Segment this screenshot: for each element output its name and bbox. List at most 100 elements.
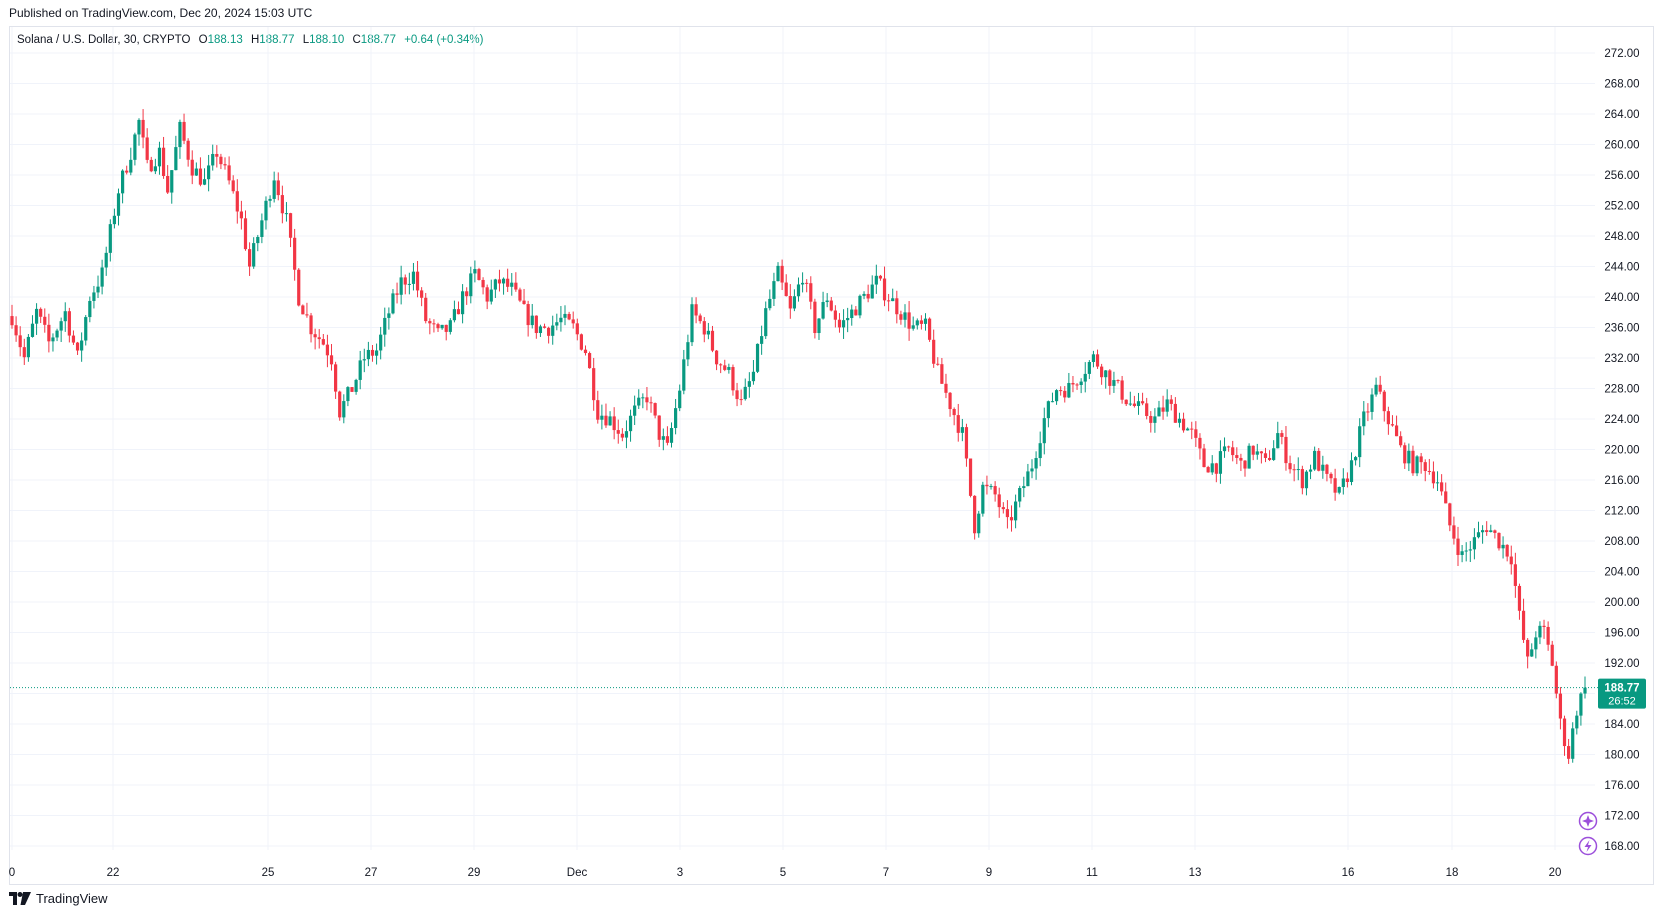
candle-body — [374, 350, 379, 356]
candle-body — [788, 296, 792, 309]
candle-body — [1554, 665, 1558, 694]
candle-body — [997, 494, 1001, 508]
candle-body — [1526, 639, 1530, 657]
candle-body — [227, 165, 231, 181]
tradingview-logo[interactable]: TradingView — [9, 891, 108, 906]
candle-body — [202, 179, 207, 185]
candle-body — [739, 399, 743, 401]
candle-body — [899, 314, 903, 320]
candle-body — [616, 430, 620, 434]
candle-body — [309, 315, 313, 335]
y-tick-label: 192.00 — [1604, 658, 1639, 670]
candle-body — [235, 191, 239, 212]
candle-body — [948, 392, 952, 410]
candle-body — [272, 180, 276, 199]
candle-body — [1046, 401, 1050, 419]
candle-body — [1386, 411, 1390, 425]
candle-body — [600, 415, 604, 420]
candle-body — [817, 318, 821, 334]
candle-body — [1108, 370, 1112, 386]
candle-body — [387, 313, 391, 318]
candle-body — [1124, 399, 1128, 405]
candle-body — [1415, 456, 1419, 474]
candle-body — [403, 277, 407, 285]
candle-body — [698, 315, 702, 322]
candle-body — [186, 140, 190, 160]
candle-body — [104, 252, 108, 268]
candle-body — [96, 286, 100, 293]
candle-body — [231, 180, 235, 192]
candle-body — [1120, 380, 1124, 400]
candle-body — [493, 279, 497, 290]
candle-body — [751, 371, 756, 382]
open-label: O — [198, 34, 208, 46]
candle-body — [506, 278, 510, 287]
symbol-name: Solana / U.S. Dollar, 30, CRYPTO — [17, 34, 191, 46]
candle-body — [436, 324, 440, 329]
star-marker-icon[interactable] — [1578, 811, 1598, 831]
candle-body — [1038, 443, 1042, 459]
y-tick-label: 228.00 — [1604, 384, 1639, 396]
candle-body — [645, 397, 649, 403]
candle-body — [887, 300, 891, 302]
candle-body — [1349, 460, 1354, 482]
candle-body — [1419, 456, 1423, 463]
candle-body — [1149, 416, 1153, 423]
candle-body — [1071, 382, 1075, 385]
candle-body — [137, 119, 141, 135]
candle-body — [1550, 644, 1554, 666]
x-tick-label: 9 — [986, 867, 992, 879]
candle-body — [354, 379, 358, 392]
candle-body — [448, 320, 452, 332]
candle-body — [207, 165, 211, 180]
candle-body — [764, 308, 768, 337]
candle-body — [305, 314, 309, 316]
candle-body — [608, 416, 612, 426]
candle-body — [1329, 473, 1333, 479]
x-tick-label: 27 — [365, 867, 378, 879]
candle-body — [579, 334, 583, 350]
candle-body — [1272, 448, 1276, 460]
candle-body — [559, 317, 563, 323]
candle-body — [792, 296, 797, 309]
x-tick-label: 7 — [883, 867, 889, 879]
candle-body — [973, 495, 977, 534]
candle-body — [637, 397, 641, 406]
candle-body — [1575, 715, 1579, 729]
candle-body — [1112, 380, 1116, 386]
candle-body — [1128, 403, 1132, 405]
candle-body — [1014, 501, 1018, 521]
candle-body — [1583, 687, 1587, 694]
candle-body — [530, 315, 534, 326]
candle-body — [1104, 370, 1108, 378]
candle-body — [891, 298, 895, 302]
candle-body — [1218, 451, 1223, 474]
candle-body — [850, 309, 854, 319]
candle-body — [1513, 564, 1517, 586]
countdown-label: 26:52 — [1608, 696, 1636, 708]
candle-body — [1390, 424, 1395, 426]
candle-body — [1202, 448, 1206, 468]
candle-body — [75, 342, 80, 351]
lightning-marker-icon[interactable] — [1578, 836, 1598, 856]
candle-body — [1145, 403, 1149, 417]
candle-body — [1464, 550, 1468, 552]
candle-body — [145, 137, 149, 160]
candle-body — [190, 159, 194, 176]
candle-body — [489, 289, 493, 302]
candle-body — [194, 168, 198, 176]
candle-body — [485, 287, 489, 302]
x-tick-label: 29 — [468, 867, 481, 879]
candle-body — [10, 316, 14, 326]
y-tick-label: 272.00 — [1604, 48, 1639, 60]
candle-body — [1501, 544, 1505, 549]
y-tick-label: 248.00 — [1604, 231, 1639, 243]
candle-body — [178, 121, 182, 148]
candle-body — [1403, 445, 1407, 464]
tradingview-brand: TradingView — [36, 891, 108, 906]
candle-body — [1423, 462, 1427, 471]
candle-body — [223, 164, 227, 166]
candle-body — [428, 321, 432, 324]
candle-body — [133, 134, 137, 160]
